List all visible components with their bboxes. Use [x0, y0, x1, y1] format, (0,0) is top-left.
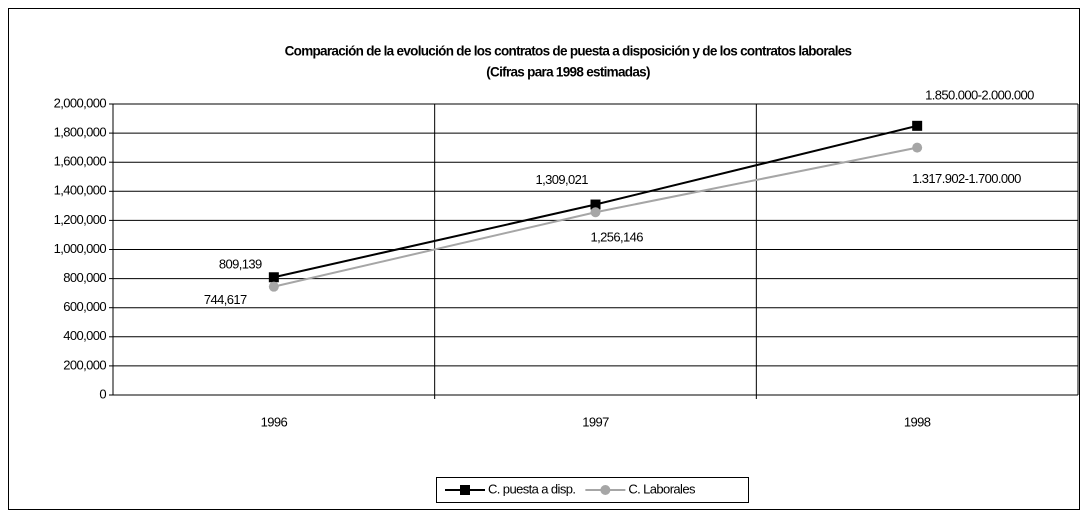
- y-tick-label: 800,000: [63, 270, 106, 285]
- legend-label: C. Laborales: [628, 481, 696, 496]
- data-point: [912, 120, 923, 131]
- chart-subtitle: (Cifras para 1998 estimadas): [486, 65, 650, 80]
- data-label: 1,309,021: [536, 172, 589, 187]
- data-label: 809,139: [219, 257, 262, 272]
- y-tick-label: 1,800,000: [54, 125, 107, 140]
- data-point: [268, 281, 279, 292]
- y-tick-label: 1,400,000: [54, 183, 107, 198]
- chart-border: [8, 8, 1080, 510]
- y-tick-label: 1,600,000: [54, 154, 107, 169]
- chart-title: Comparación de la evolución de los contr…: [285, 44, 852, 59]
- y-tick-label: 600,000: [63, 299, 106, 314]
- legend-marker: [600, 485, 611, 495]
- data-point: [912, 142, 923, 153]
- y-tick-label: 2,000,000: [54, 95, 107, 110]
- data-label: 1.317.902-1.700.000: [912, 171, 1021, 186]
- legend-label: C. puesta a disp.: [488, 481, 575, 496]
- y-tick-label: 1,000,000: [54, 241, 107, 256]
- data-point: [590, 199, 601, 210]
- data-point: [268, 272, 279, 283]
- data-label: 1,256,146: [591, 230, 644, 245]
- data-point: [590, 207, 601, 218]
- y-tick-label: 0: [99, 386, 106, 401]
- legend-marker: [460, 485, 470, 495]
- y-tick-label: 400,000: [63, 328, 106, 343]
- y-tick-label: 200,000: [63, 357, 106, 372]
- x-tick-label: 1996: [261, 414, 288, 429]
- y-tick-label: 1,200,000: [54, 212, 107, 227]
- x-tick-label: 1997: [582, 414, 609, 429]
- data-label: 744,617: [204, 292, 247, 307]
- x-tick-label: 1998: [904, 414, 931, 429]
- data-label: 1.850.000-2.000.000: [925, 87, 1034, 102]
